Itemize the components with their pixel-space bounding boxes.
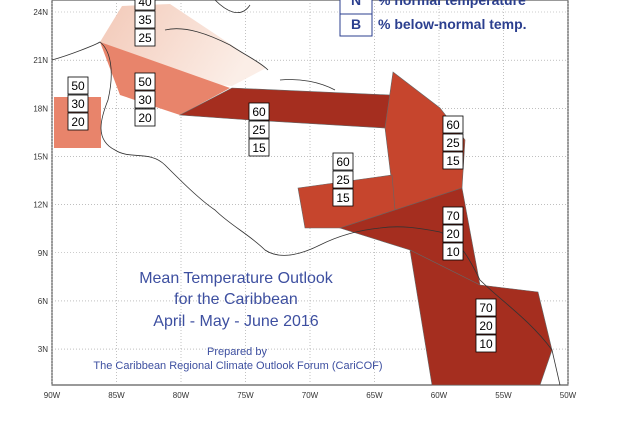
legend-label: % normal temperature: [378, 0, 526, 8]
probability-cell: [134, 90, 156, 109]
lat-label: 21N: [33, 56, 48, 65]
lon-label: 80W: [173, 391, 190, 400]
probability-cell: [442, 115, 464, 134]
probability-cell: [332, 170, 354, 189]
probability-value: 25: [252, 123, 266, 137]
legend-frame: [339, 0, 373, 37]
lat-label: 6N: [38, 297, 48, 306]
probability-cell: [442, 242, 464, 261]
coastline: [279, 79, 336, 91]
probability-cell: [332, 152, 354, 171]
probability-cell: [248, 102, 270, 121]
region-shade: [100, 42, 230, 115]
probability-value: 15: [252, 141, 266, 155]
probability-cell: [442, 206, 464, 225]
probability-value: 30: [71, 97, 85, 111]
probability-value: 20: [479, 319, 493, 333]
legend-key: N: [351, 0, 361, 8]
probability-cell: [248, 120, 270, 139]
probability-value: 30: [138, 93, 152, 107]
lat-label: 9N: [38, 249, 48, 258]
lat-label: 18N: [33, 104, 48, 113]
title-line: April - May - June 2016: [153, 313, 319, 330]
probability-value: 15: [336, 191, 350, 205]
lon-label: 90W: [44, 391, 61, 400]
credit-line: The Caribbean Regional Climate Outlook F…: [93, 360, 382, 372]
probability-value: 35: [138, 13, 152, 27]
probability-cell: [332, 188, 354, 207]
probability-value: 10: [446, 245, 460, 259]
probability-value: 40: [138, 0, 152, 9]
probability-cell: [442, 151, 464, 170]
probability-value: 50: [71, 79, 85, 93]
title-line: for the Caribbean: [174, 291, 298, 308]
probability-cell: [67, 94, 89, 113]
probability-value: 70: [446, 209, 460, 223]
probability-cell: [67, 112, 89, 131]
probability-cell: [67, 76, 89, 95]
probability-value: 20: [446, 227, 460, 241]
probability-cell: [134, 72, 156, 91]
probability-cell: [248, 138, 270, 157]
probability-value: 60: [252, 105, 266, 119]
lon-label: 65W: [366, 391, 383, 400]
probability-value: 20: [138, 111, 152, 125]
legend-label: % below-normal temp.: [378, 16, 527, 32]
probability-value: 20: [71, 115, 85, 129]
lon-label: 75W: [237, 391, 254, 400]
probability-value: 60: [446, 118, 460, 132]
probability-cell: [442, 133, 464, 152]
lon-label: 60W: [431, 391, 448, 400]
probability-cell: [134, 0, 156, 11]
lat-label: 15N: [33, 152, 48, 161]
probability-cell: [475, 334, 497, 353]
probability-boxes: 40 35 25 50 30 20 50 30 20 60 25 15 60 25 15 60 25 15 70 20…: [67, 0, 497, 353]
lon-label: 55W: [495, 391, 512, 400]
legend-key: B: [351, 16, 361, 32]
probability-value: 60: [336, 155, 350, 169]
probability-value: 25: [446, 136, 460, 150]
probability-value: 25: [336, 173, 350, 187]
probability-cell: [134, 10, 156, 29]
probability-cell: [134, 28, 156, 47]
lat-label: 24N: [33, 8, 48, 17]
lon-label: 85W: [108, 391, 125, 400]
probability-cell: [134, 108, 156, 127]
probability-cell: [475, 298, 497, 317]
coastline: [214, 0, 251, 14]
probability-cell: [475, 316, 497, 335]
lon-label: 70W: [302, 391, 319, 400]
lat-label: 12N: [33, 201, 48, 210]
probability-value: 70: [479, 301, 493, 315]
probability-value: 15: [446, 154, 460, 168]
coastline: [164, 28, 269, 71]
credit-line: Prepared by: [207, 346, 267, 358]
probability-cell: [442, 224, 464, 243]
probability-value: 50: [138, 75, 152, 89]
probability-value: 10: [479, 337, 493, 351]
axis-labels: 24N 21N 18N 15N 12N 9N 6N 3N 90W 85W 80W 75W 70W 65W 6…: [33, 8, 576, 400]
probability-value: 25: [138, 31, 152, 45]
lon-label: 50W: [560, 391, 577, 400]
title-line: Mean Temperature Outlook: [139, 270, 334, 287]
lat-label: 3N: [38, 345, 48, 354]
